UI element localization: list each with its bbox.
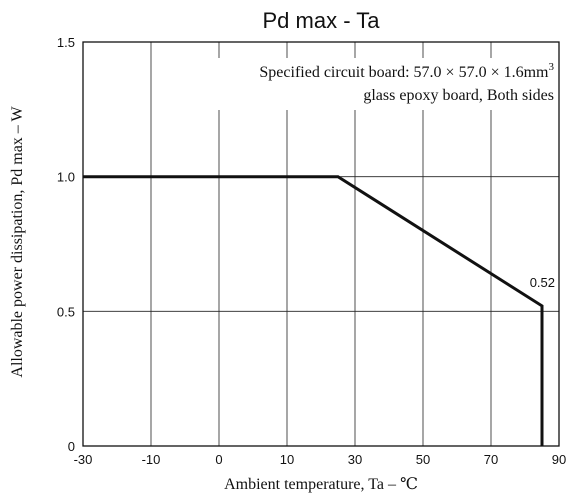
y-tick-label: 1.5 [57,35,75,50]
y-axis-label: Allowable power dissipation, Pd max – W [9,105,26,377]
chart-title: Pd max - Ta [263,8,381,33]
series-line-pd [83,175,544,446]
board-note-line-2: glass epoxy board, Both sides [363,87,554,104]
x-tick-label: -10 [142,452,161,467]
x-tick-labels: -30 -10 0 10 30 50 70 90 [74,452,567,467]
y-tick-label: 0.5 [57,304,75,319]
x-tick-label: 90 [552,452,566,467]
note-background [168,58,557,110]
x-tick-label: 50 [416,452,430,467]
point-label-052: 0.52 [530,275,555,290]
x-tick-label: -30 [74,452,93,467]
x-tick-label: 30 [348,452,362,467]
superscript-3: 3 [549,61,555,73]
x-axis-label: Ambient temperature, Ta – ℃ [224,476,418,493]
y-tick-label: 1.0 [57,170,75,185]
x-tick-label: 0 [215,452,222,467]
y-tick-labels: 0 0.5 1.0 1.5 [57,35,75,454]
board-note-line-1: Specified circuit board: 57.0 × 57.0 × 1… [259,61,554,81]
y-tick-label: 0 [68,439,75,454]
x-tick-label: 10 [280,452,294,467]
plot-frame [82,41,560,447]
x-tick-label: 70 [484,452,498,467]
